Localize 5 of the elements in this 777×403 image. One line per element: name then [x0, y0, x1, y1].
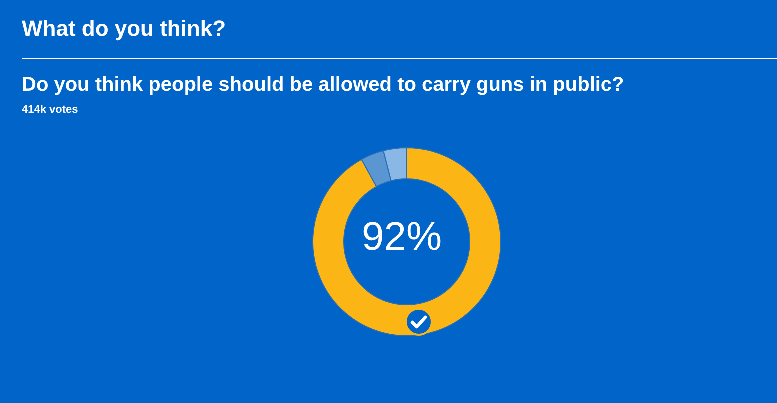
- text: What do you think?: [22, 16, 226, 42]
- chart-subtitle: Do you think people should be allowed to carry guns in public?: [22, 74, 624, 97]
- data-label: 92%: [360, 215, 444, 259]
- donut-slice: [312, 148, 502, 336]
- text: 414k votes: [22, 104, 78, 116]
